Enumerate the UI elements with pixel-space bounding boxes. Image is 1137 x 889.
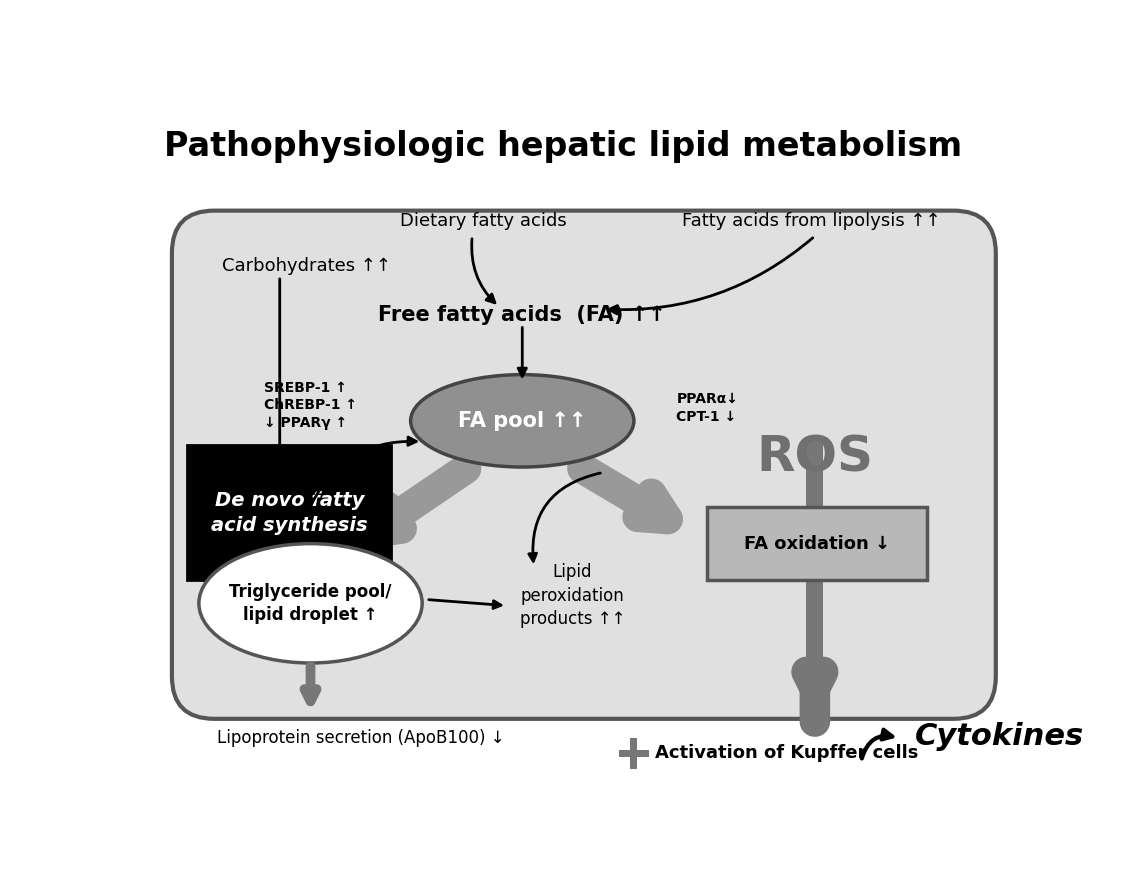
Text: Activation of Kupffer cells: Activation of Kupffer cells <box>655 744 919 763</box>
Text: SREBP-1 ↑: SREBP-1 ↑ <box>264 380 347 395</box>
Ellipse shape <box>199 544 422 663</box>
Bar <box>630 738 638 769</box>
Text: Cytokines: Cytokines <box>915 722 1084 751</box>
Text: Pathophysiologic hepatic lipid metabolism: Pathophysiologic hepatic lipid metabolis… <box>164 130 962 164</box>
Text: ROS: ROS <box>756 433 873 481</box>
Text: ChREBP-1 ↑: ChREBP-1 ↑ <box>264 398 357 412</box>
Text: Lipid
peroxidation
products ↑↑: Lipid peroxidation products ↑↑ <box>520 563 625 629</box>
Text: PPARα↓: PPARα↓ <box>677 392 738 406</box>
Text: Carbohydrates ↑↑: Carbohydrates ↑↑ <box>222 257 391 275</box>
Text: CPT-1 ↓: CPT-1 ↓ <box>677 410 737 424</box>
Text: ↓ PPARγ ↑: ↓ PPARγ ↑ <box>264 416 348 430</box>
Ellipse shape <box>410 374 634 467</box>
FancyBboxPatch shape <box>172 211 996 719</box>
Text: Fatty acids from lipolysis ↑↑: Fatty acids from lipolysis ↑↑ <box>682 212 940 229</box>
Text: Lipoprotein secretion (ApoB100) ↓: Lipoprotein secretion (ApoB100) ↓ <box>217 729 505 747</box>
Text: De novo fatty
acid synthesis: De novo fatty acid synthesis <box>211 491 367 535</box>
Text: Dietary fatty acids: Dietary fatty acids <box>400 212 567 229</box>
Bar <box>619 750 649 757</box>
Text: Free fatty acids  (FA) ↑↑: Free fatty acids (FA) ↑↑ <box>379 305 666 324</box>
FancyBboxPatch shape <box>188 445 391 581</box>
FancyBboxPatch shape <box>707 507 927 581</box>
Text: FA pool ↑↑: FA pool ↑↑ <box>458 411 587 431</box>
Text: FA oxidation ↓: FA oxidation ↓ <box>744 534 890 553</box>
Bar <box>806 437 823 719</box>
Text: Triglyceride pool/
lipid droplet ↑: Triglyceride pool/ lipid droplet ↑ <box>230 582 392 624</box>
